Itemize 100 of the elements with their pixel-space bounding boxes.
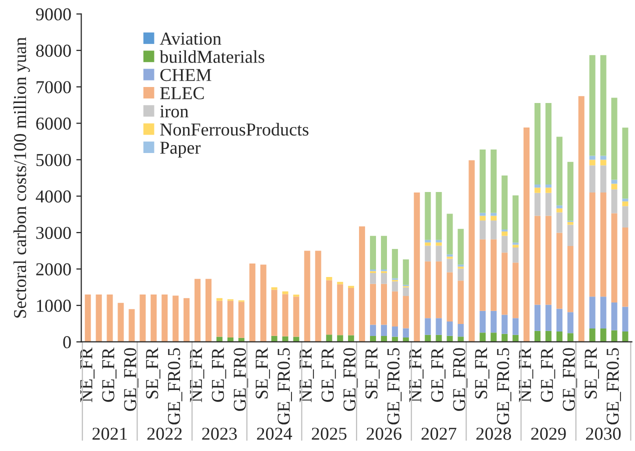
bar bbox=[490, 212, 497, 216]
bar bbox=[490, 150, 497, 213]
bar bbox=[556, 331, 562, 342]
bar bbox=[436, 192, 442, 240]
bar bbox=[545, 192, 552, 216]
bar bbox=[348, 288, 354, 336]
bar bbox=[480, 332, 486, 342]
bar bbox=[424, 334, 431, 342]
bar bbox=[480, 220, 486, 240]
x-tick-label: GE_FR bbox=[431, 347, 446, 402]
bar bbox=[424, 242, 431, 246]
bar bbox=[249, 264, 256, 342]
bar bbox=[534, 192, 541, 216]
bar bbox=[502, 231, 508, 236]
bar bbox=[337, 282, 344, 284]
bar bbox=[402, 296, 409, 328]
bar bbox=[622, 331, 628, 342]
x-tick-label: GE_FR0.5 bbox=[278, 348, 292, 424]
y-tick-label: 0 bbox=[63, 336, 71, 348]
bar bbox=[424, 240, 431, 242]
bar bbox=[380, 324, 387, 336]
text: 2022 bbox=[147, 428, 182, 440]
bar bbox=[622, 198, 628, 202]
bar bbox=[502, 334, 508, 342]
bar bbox=[436, 318, 442, 335]
bar bbox=[271, 336, 278, 342]
x-tick-label: SE_FR bbox=[584, 347, 600, 398]
legend-label: ELEC bbox=[160, 87, 204, 100]
bar bbox=[424, 192, 431, 240]
bar bbox=[402, 337, 409, 342]
bar bbox=[512, 244, 519, 248]
x-tick-label: SE_FR bbox=[256, 347, 270, 398]
bar bbox=[534, 216, 541, 305]
bar bbox=[446, 321, 453, 336]
bar bbox=[118, 302, 124, 342]
bar bbox=[392, 291, 398, 327]
bar bbox=[512, 334, 519, 342]
bar bbox=[458, 336, 464, 342]
legend-label: Paper bbox=[160, 142, 201, 158]
bar bbox=[468, 160, 475, 342]
bar bbox=[392, 248, 398, 278]
legend-label: NonFerrousProducts bbox=[160, 122, 308, 136]
bar bbox=[600, 192, 606, 297]
bar bbox=[502, 236, 508, 253]
bar bbox=[600, 328, 606, 342]
x-tick-label: GE_FR0.5 bbox=[606, 348, 621, 424]
bar bbox=[380, 273, 387, 284]
x-tick-label: GE_FR0 bbox=[234, 348, 248, 411]
bar bbox=[534, 330, 541, 342]
text: 2027 bbox=[422, 428, 456, 440]
bar bbox=[567, 333, 574, 342]
bar bbox=[480, 239, 486, 311]
x-tick-label: GE_FR0.5 bbox=[168, 348, 182, 424]
y-tick-label: 3000 bbox=[36, 226, 71, 240]
bar bbox=[600, 156, 606, 160]
bar bbox=[227, 337, 234, 342]
bar bbox=[622, 306, 628, 332]
text: 2023 bbox=[202, 428, 237, 440]
bar bbox=[414, 192, 420, 342]
x-tick-label: GE_FR0 bbox=[453, 348, 468, 411]
bar bbox=[446, 214, 453, 254]
bar bbox=[611, 180, 618, 184]
bar bbox=[194, 278, 201, 342]
bar bbox=[502, 252, 508, 315]
bar bbox=[140, 294, 146, 342]
bar bbox=[326, 280, 332, 335]
bar bbox=[578, 96, 584, 342]
bar bbox=[446, 336, 453, 342]
bar bbox=[172, 296, 179, 342]
bar bbox=[524, 127, 530, 342]
bar bbox=[534, 184, 541, 188]
bar bbox=[589, 192, 596, 297]
bar bbox=[512, 318, 519, 335]
bar bbox=[282, 336, 288, 342]
text: 2026 bbox=[366, 428, 402, 440]
bar bbox=[424, 246, 431, 262]
bar bbox=[556, 205, 562, 208]
bar bbox=[600, 160, 606, 166]
bar bbox=[567, 222, 574, 225]
bar bbox=[370, 336, 376, 342]
bar bbox=[106, 294, 113, 342]
bar bbox=[534, 103, 541, 184]
bar bbox=[589, 156, 596, 160]
bar bbox=[150, 294, 157, 342]
y-tick-label: 7000 bbox=[36, 81, 71, 94]
bar bbox=[567, 312, 574, 334]
bar bbox=[556, 208, 562, 212]
bar bbox=[282, 294, 288, 336]
legend-label: buildMaterials bbox=[160, 50, 264, 63]
y-tick-label: 8000 bbox=[36, 44, 71, 57]
x-tick-label: NE_FR bbox=[300, 347, 314, 402]
bar bbox=[216, 300, 222, 337]
x-tick-label: GE_FR0 bbox=[562, 348, 578, 411]
bar bbox=[402, 328, 409, 338]
bar bbox=[458, 228, 464, 265]
bar bbox=[402, 259, 409, 285]
x-tick-label: NE_FR bbox=[409, 347, 424, 402]
bar bbox=[622, 206, 628, 228]
text: 2028 bbox=[476, 428, 512, 440]
bar bbox=[589, 160, 596, 166]
